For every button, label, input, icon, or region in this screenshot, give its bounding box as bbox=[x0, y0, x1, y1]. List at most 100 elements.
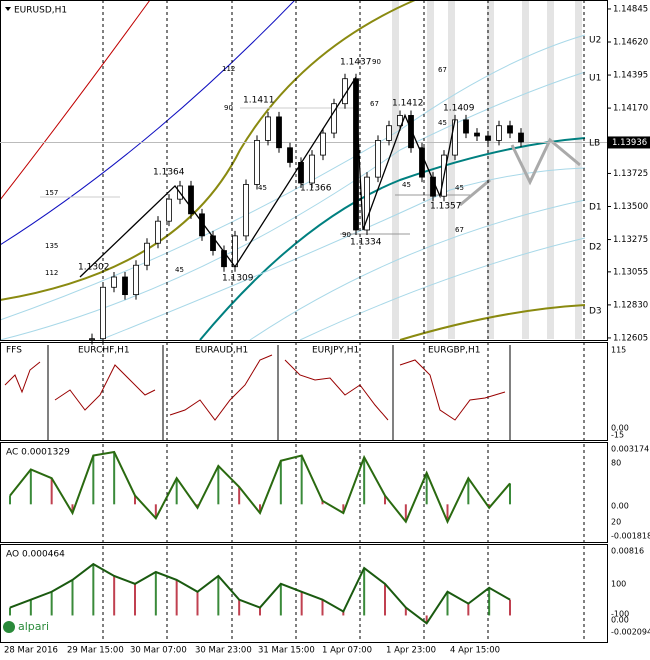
fib-label: 112 bbox=[222, 65, 235, 73]
ac-tick-label: 20 bbox=[611, 518, 621, 527]
candle-body bbox=[331, 103, 337, 134]
y-tick-label: 1.13055 bbox=[613, 267, 648, 277]
y-tick-label: 1.13275 bbox=[613, 235, 648, 245]
time-label: 30 Mar 07:00 bbox=[130, 646, 187, 656]
time-label: 4 Apr 15:00 bbox=[450, 646, 500, 656]
time-label: 29 Mar 15:00 bbox=[67, 646, 124, 656]
candle-body bbox=[320, 132, 326, 156]
ao-bar bbox=[488, 587, 491, 616]
ffs-pair: EURGBP,H1 bbox=[428, 346, 480, 356]
ffs-title: FFS bbox=[6, 346, 22, 356]
fib-label: 45 bbox=[258, 184, 267, 192]
candle-body bbox=[122, 276, 128, 296]
ac-bar bbox=[50, 478, 53, 505]
candle-body bbox=[276, 116, 282, 149]
ac-bar bbox=[404, 504, 407, 522]
ao-bar bbox=[425, 615, 428, 624]
ao-bar bbox=[342, 611, 345, 616]
ao-bar bbox=[175, 579, 178, 616]
level-label: U2 bbox=[589, 36, 601, 46]
price-annotation: 1.1412 bbox=[392, 99, 424, 109]
fib-label: 45 bbox=[402, 181, 411, 189]
current-price-label: 1.13936 bbox=[612, 138, 647, 148]
ac-bar bbox=[279, 460, 282, 505]
price-annotation: 1.1334 bbox=[350, 238, 382, 248]
ac-bar bbox=[467, 478, 470, 505]
time-label: 1 Apr 23:00 bbox=[386, 646, 436, 656]
fib-label: 90 bbox=[224, 104, 233, 112]
price-annotation: 1.1411 bbox=[243, 96, 275, 106]
ao-bar bbox=[113, 575, 116, 616]
ac-bar bbox=[384, 495, 386, 505]
candle-body bbox=[375, 140, 381, 178]
zigzag bbox=[79, 76, 456, 278]
ac-bar bbox=[425, 472, 428, 505]
ao-bar bbox=[509, 599, 511, 616]
candle-body bbox=[518, 132, 524, 143]
fib-label: 90 bbox=[372, 58, 381, 66]
y-tick-label: 1.12830 bbox=[613, 300, 648, 310]
price-annotation: 1.1366 bbox=[300, 184, 332, 194]
candle-body bbox=[496, 125, 502, 141]
ao-bar bbox=[217, 575, 220, 616]
ac-bar bbox=[488, 504, 491, 508]
ao-bar bbox=[446, 591, 449, 616]
fib-label: 45 bbox=[175, 266, 184, 274]
candle-body bbox=[265, 116, 271, 141]
candle-body bbox=[386, 125, 392, 141]
ao-title: AO 0.000464 bbox=[6, 550, 65, 560]
fib-label: 67 bbox=[438, 66, 447, 74]
ao-tick-label: 100 bbox=[611, 580, 626, 589]
ac-tick-label: 80 bbox=[611, 459, 621, 468]
time-label: 28 Mar 2016 bbox=[4, 646, 58, 656]
ao-bar bbox=[196, 591, 199, 616]
ac-bar bbox=[217, 465, 220, 505]
ao-bar bbox=[92, 564, 95, 616]
candle-body bbox=[188, 185, 194, 215]
y-tick-label: 1.14170 bbox=[613, 104, 648, 114]
panel-frames bbox=[0, 0, 608, 643]
current-price-box bbox=[608, 136, 650, 149]
fib-label: 90 bbox=[342, 231, 351, 239]
candle-body bbox=[144, 242, 150, 266]
ffs-tick-label: -15 bbox=[611, 431, 624, 440]
ao-tick-label: 0.00816 bbox=[611, 547, 644, 556]
ffs-tick-label: 0.00 bbox=[611, 424, 629, 433]
ac-bar bbox=[259, 504, 261, 514]
ac-bar bbox=[29, 469, 32, 505]
level-label: D3 bbox=[589, 307, 602, 317]
ao-bar bbox=[9, 607, 11, 616]
ao-bar bbox=[50, 591, 53, 616]
ao-bar bbox=[321, 599, 324, 616]
candle-body bbox=[111, 276, 117, 288]
ac-tick-label: 0.003174 bbox=[611, 445, 649, 454]
ao-bar bbox=[279, 583, 282, 616]
candle-body bbox=[243, 184, 249, 237]
fib-label: 67 bbox=[370, 100, 379, 108]
y-tick-label: 1.14620 bbox=[613, 38, 648, 48]
candle-body bbox=[408, 115, 414, 149]
time-label: 31 Mar 15:00 bbox=[258, 646, 315, 656]
ffs-pair: EURCHF,H1 bbox=[78, 346, 130, 356]
fib-label: 45 bbox=[438, 119, 447, 127]
ao-bar bbox=[71, 579, 74, 616]
ao-bar bbox=[363, 568, 366, 616]
ao-tick-label: -100 bbox=[611, 610, 629, 619]
candle-body bbox=[155, 220, 161, 244]
candle-body bbox=[100, 286, 106, 340]
menu-triangle[interactable] bbox=[5, 7, 11, 11]
ac-bar bbox=[321, 500, 324, 505]
brand-logo bbox=[3, 621, 15, 633]
ac-line bbox=[9, 450, 511, 525]
ac-bar bbox=[446, 504, 449, 522]
ac-bar bbox=[363, 457, 366, 505]
candle-body bbox=[232, 235, 238, 268]
ao-bar bbox=[384, 583, 386, 616]
ac-bar bbox=[342, 504, 345, 514]
ffs-separators bbox=[47, 345, 511, 440]
price-annotation: 1.1357 bbox=[430, 202, 462, 212]
fib-label: 135 bbox=[45, 242, 58, 250]
ac-title: AC 0.0001329 bbox=[6, 448, 70, 458]
ac-tick-label: -0.001818 bbox=[611, 532, 650, 541]
ac-bar bbox=[134, 495, 136, 505]
